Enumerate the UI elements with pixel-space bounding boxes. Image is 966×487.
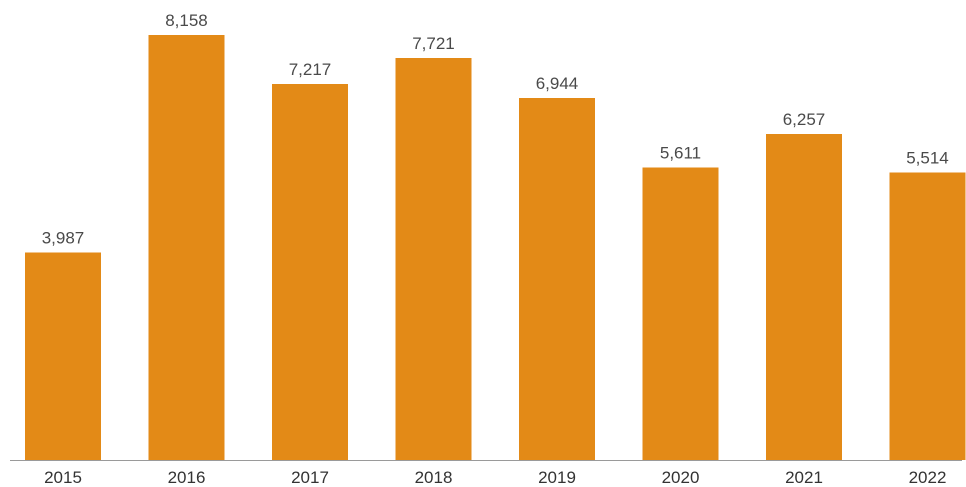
data-label-2019: 6,944 (536, 74, 579, 93)
x-tick-labels-group: 2015 2016 2017 2018 2019 2020 2021 2022 (44, 468, 946, 487)
data-label-2016: 8,158 (165, 11, 208, 30)
bar-2018 (395, 57, 472, 461)
value-labels-group: 3,987 8,158 7,217 7,721 6,944 5,611 6,257 5,514 (42, 11, 949, 247)
bar-2015 (25, 252, 101, 460)
bar-2019 (519, 98, 595, 461)
bar-2017 (272, 84, 348, 460)
data-label-2021: 6,257 (783, 110, 826, 129)
bar-2020 (642, 167, 719, 460)
data-label-2015: 3,987 (42, 228, 85, 247)
x-tick-label-2019: 2019 (538, 468, 576, 487)
x-tick-label-2016: 2016 (168, 468, 206, 487)
bar-2021 (766, 134, 842, 461)
data-label-2017: 7,217 (289, 60, 332, 79)
x-tick-label-2020: 2020 (662, 468, 700, 487)
bar-2016 (148, 35, 225, 460)
x-tick-label-2022: 2022 (909, 468, 947, 487)
data-label-2018: 7,721 (412, 34, 455, 53)
x-tick-label-2018: 2018 (415, 468, 453, 487)
data-label-2022: 5,514 (906, 149, 949, 168)
bars-group (25, 35, 966, 461)
x-tick-label-2017: 2017 (291, 468, 329, 487)
data-label-2020: 5,611 (660, 144, 701, 163)
x-tick-label-2015: 2015 (44, 468, 82, 487)
bar-2022 (889, 172, 966, 460)
x-tick-label-2021: 2021 (785, 468, 823, 487)
